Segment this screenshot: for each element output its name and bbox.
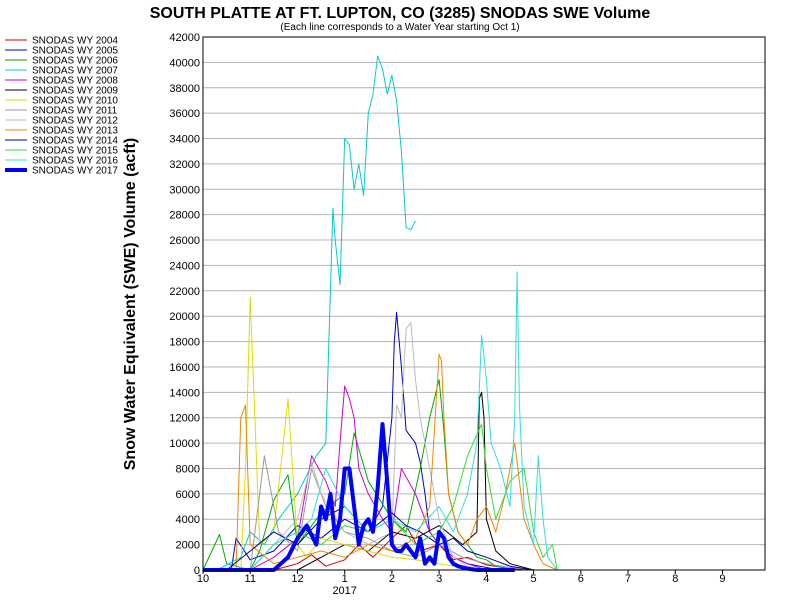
- x-tick-label: 4: [483, 573, 489, 585]
- y-tick-label: 2000: [176, 540, 200, 552]
- series-line-wy-2007: [203, 55, 416, 571]
- y-tick-label: 16000: [169, 362, 200, 374]
- x-tick-label: 11: [245, 573, 256, 585]
- plot-area: [203, 37, 765, 570]
- legend-label: SNODAS WY 2016: [32, 156, 118, 167]
- y-tick-label: 22000: [169, 286, 200, 298]
- y-tick-label: 4000: [176, 514, 200, 526]
- y-tick-label: 12000: [169, 413, 200, 425]
- y-tick-label: 38000: [169, 83, 200, 95]
- legend-label: SNODAS WY 2014: [32, 136, 118, 147]
- y-tick-label: 18000: [169, 337, 200, 349]
- x-tick-label: 12: [291, 573, 303, 585]
- y-tick-label: 14000: [169, 387, 200, 399]
- x-tick-label: 7: [625, 573, 631, 585]
- y-axis-label: Snow Water Equivalent (SWE) Volume (acft…: [122, 138, 139, 470]
- chart-title: SOUTH PLATTE AT FT. LUPTON, CO (3285) SN…: [150, 5, 651, 22]
- series-line-wy-2009: [203, 391, 534, 571]
- legend-label: SNODAS WY 2004: [32, 36, 118, 47]
- legend-label: SNODAS WY 2008: [32, 76, 118, 87]
- y-tick-label: 32000: [169, 159, 200, 171]
- x-tick-label: 2: [389, 573, 395, 585]
- legend-label: SNODAS WY 2015: [32, 146, 118, 157]
- x-tick-label: 8: [672, 573, 678, 585]
- legend-label: SNODAS WY 2006: [32, 56, 118, 67]
- x-tick-label: 6: [578, 573, 584, 585]
- series-line-wy-2016: [203, 271, 558, 571]
- y-tick-label: 0: [194, 565, 200, 577]
- y-tick-label: 8000: [176, 463, 200, 475]
- y-tick-label: 28000: [169, 210, 200, 222]
- series-line-wy-2017: [203, 422, 515, 572]
- series-line-wy-2014: [203, 506, 534, 571]
- legend-label: SNODAS WY 2013: [32, 126, 118, 137]
- x-tick-label: 9: [719, 573, 725, 585]
- x-tick-label: 1: [342, 573, 348, 585]
- legend-label: SNODAS WY 2007: [32, 66, 118, 77]
- x-year-label: 2017: [332, 585, 356, 597]
- legend-label: SNODAS WY 2011: [32, 106, 118, 117]
- series-line-wy-2012: [203, 322, 487, 571]
- legend-label: SNODAS WY 2005: [32, 46, 118, 57]
- y-tick-label: 30000: [169, 184, 200, 196]
- y-tick-label: 20000: [169, 311, 200, 323]
- series-layer: [202, 55, 558, 572]
- y-tick-label: 26000: [169, 235, 200, 247]
- x-tick-label: 10: [197, 573, 209, 585]
- series-line-wy-2008: [203, 385, 487, 571]
- series-line-wy-2010: [203, 296, 487, 571]
- y-tick-label: 24000: [169, 260, 200, 272]
- y-tick-label: 40000: [169, 57, 200, 69]
- legend-label: SNODAS WY 2009: [32, 86, 118, 97]
- x-tick-label: 3: [436, 573, 442, 585]
- y-tick-label: 34000: [169, 134, 200, 146]
- series-line-wy-2013: [203, 353, 558, 571]
- y-tick-label: 36000: [169, 108, 200, 120]
- series-line-wy-2015: [203, 423, 558, 571]
- y-axis: 0 2000 4000 6000 8000 10000 12000 14000 16000 180…: [169, 32, 200, 577]
- y-tick-label: 6000: [176, 489, 200, 501]
- x-tick-label: 5: [531, 573, 537, 585]
- y-tick-label: 10000: [169, 438, 200, 450]
- chart-subtitle: (Each line corresponds to a Water Year s…: [280, 22, 519, 33]
- y-tick-label: 42000: [169, 32, 200, 44]
- legend-label: SNODAS WY 2012: [32, 116, 118, 127]
- legend-label: SNODAS WY 2017: [32, 166, 118, 177]
- legend-label: SNODAS WY 2010: [32, 96, 118, 107]
- plot-frame: [202, 36, 766, 571]
